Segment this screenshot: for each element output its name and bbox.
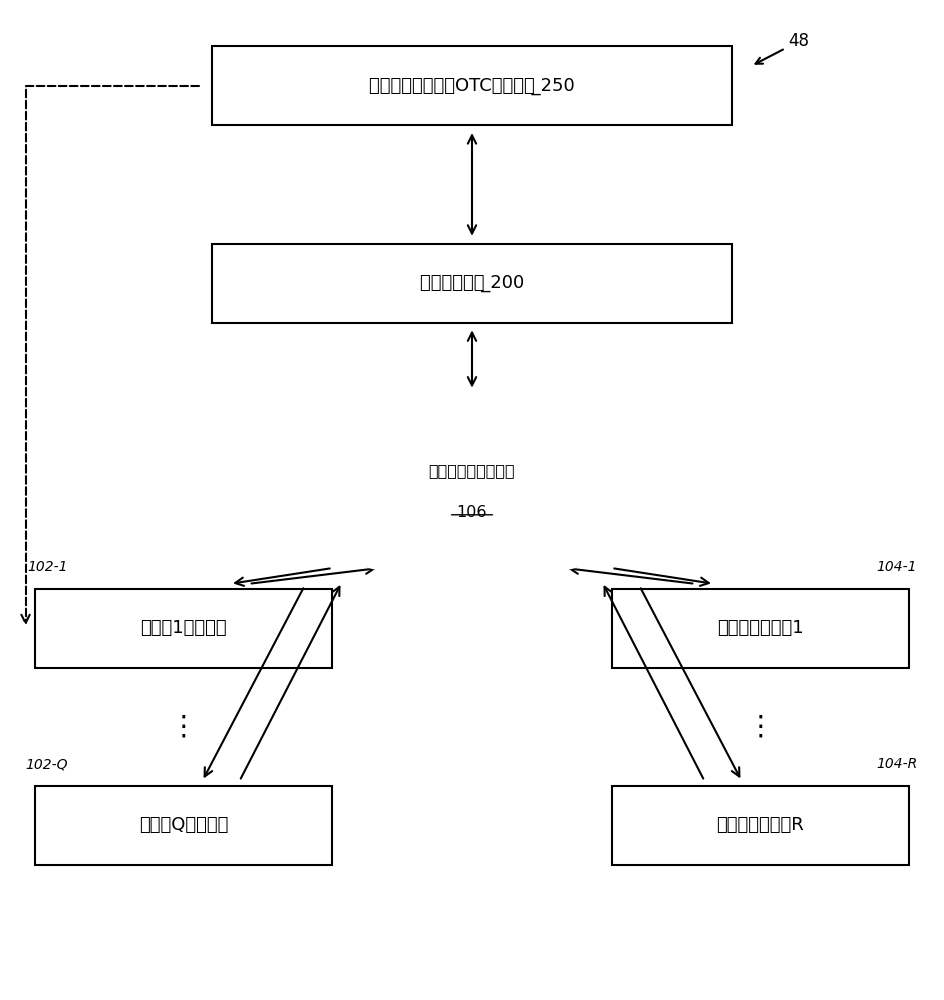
Text: 104-R: 104-R <box>877 757 918 771</box>
FancyBboxPatch shape <box>35 589 332 668</box>
FancyBboxPatch shape <box>612 786 909 865</box>
Circle shape <box>489 473 529 516</box>
FancyBboxPatch shape <box>211 244 733 322</box>
Circle shape <box>415 473 455 516</box>
FancyBboxPatch shape <box>612 589 909 668</box>
Circle shape <box>395 454 435 497</box>
Text: 48: 48 <box>755 32 809 64</box>
Text: 数据收集装置 ̲200: 数据收集装置 ̲200 <box>420 274 524 292</box>
Circle shape <box>447 453 497 505</box>
Circle shape <box>356 469 392 507</box>
FancyBboxPatch shape <box>211 46 733 125</box>
Circle shape <box>552 469 588 507</box>
Text: ⋮: ⋮ <box>170 713 197 741</box>
Text: 一个或多个通信网络: 一个或多个通信网络 <box>429 463 515 478</box>
Text: 药房目的地装置1: 药房目的地装置1 <box>717 619 803 637</box>
Text: 102-1: 102-1 <box>26 560 67 574</box>
Text: 102-Q: 102-Q <box>25 757 67 771</box>
Ellipse shape <box>288 426 656 544</box>
Text: 药房目的地装置R: 药房目的地装置R <box>716 816 804 834</box>
Circle shape <box>509 454 549 497</box>
Circle shape <box>533 467 566 503</box>
Ellipse shape <box>257 391 687 580</box>
Text: 受试者1用户装置: 受试者1用户装置 <box>141 619 227 637</box>
Text: 他汀类药物组合物OTC分配装置 ̲250: 他汀类药物组合物OTC分配装置 ̲250 <box>369 77 575 95</box>
Text: 受试者Q用户装置: 受试者Q用户装置 <box>139 816 228 834</box>
Text: 104-1: 104-1 <box>877 560 918 574</box>
FancyBboxPatch shape <box>35 786 332 865</box>
Text: ⋮: ⋮ <box>747 713 774 741</box>
Text: 106: 106 <box>457 505 487 520</box>
Circle shape <box>449 476 495 523</box>
Circle shape <box>378 467 411 503</box>
